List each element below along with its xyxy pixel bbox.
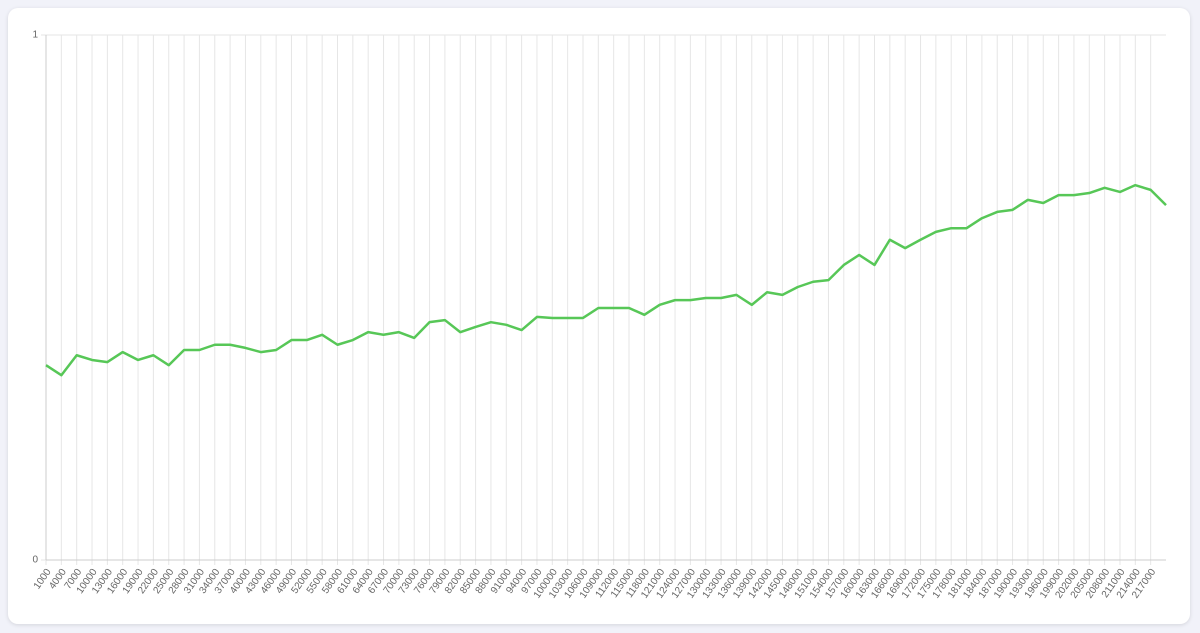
y-tick-label: 0 <box>32 555 38 566</box>
line <box>45 183 1167 377</box>
chart-card <box>8 8 1190 624</box>
y-tick-label: 1 <box>32 30 38 41</box>
